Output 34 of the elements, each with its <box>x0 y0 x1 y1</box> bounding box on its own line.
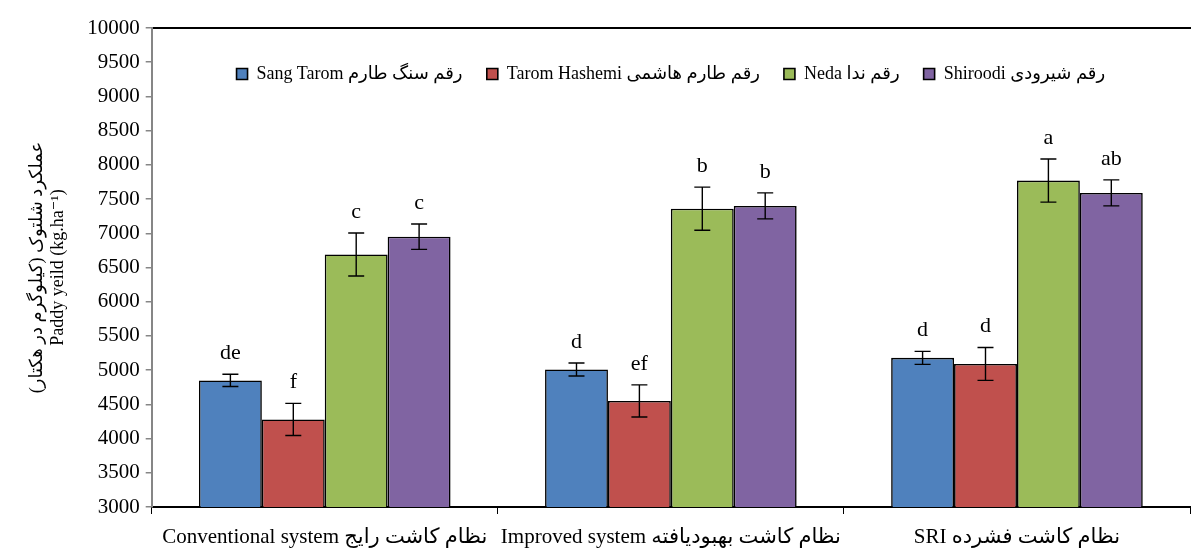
y-tick-label: 5000 <box>97 356 140 381</box>
legend-label: Tarom Hashemi رقم طارم هاشمی <box>506 62 760 84</box>
y-tick-label: 4000 <box>97 425 140 450</box>
data-label: ef <box>630 349 649 375</box>
x-tick-label: SRI نظام کاشت فشرده <box>913 524 1121 549</box>
y-tick-label: 9000 <box>97 82 140 107</box>
data-label: a <box>1043 123 1054 149</box>
data-label: d <box>980 312 991 338</box>
data-label: b <box>759 157 771 183</box>
y-tick-label: 3000 <box>97 493 140 518</box>
y-tick-label: 4500 <box>97 390 140 415</box>
data-label: d <box>570 327 582 353</box>
y-tick-label: 5500 <box>97 322 140 347</box>
data-label: ab <box>1100 144 1122 170</box>
y-tick-label: 9500 <box>97 48 140 73</box>
data-label: d <box>917 316 929 342</box>
y-tick-label: 6500 <box>97 254 140 279</box>
y-tick-label: 10000 <box>87 14 140 39</box>
legend-label: Shiroodi رقم شیرودی <box>943 62 1106 84</box>
legend-label: Sang Tarom رقم سنگ طارم <box>256 61 463 84</box>
x-tick-label: Improved system نظام کاشت بهبودیافته <box>500 524 841 549</box>
y-tick-label: 7000 <box>97 219 140 244</box>
data-label: de <box>220 339 241 365</box>
data-label: f <box>289 368 298 394</box>
y-tick-label: 6000 <box>97 288 140 313</box>
y-tick-label: 7500 <box>97 185 140 210</box>
data-label: b <box>696 151 708 177</box>
data-label: c <box>351 197 362 223</box>
y-tick-label: 8500 <box>97 117 140 142</box>
legend-label: Neda رقم ندا <box>803 62 900 84</box>
y-tick-label: 3500 <box>97 459 140 484</box>
data-label: c <box>414 188 425 214</box>
y-tick-label: 8000 <box>97 151 140 176</box>
x-tick-label: Conventional system نظام کاشت رایج <box>162 524 488 549</box>
